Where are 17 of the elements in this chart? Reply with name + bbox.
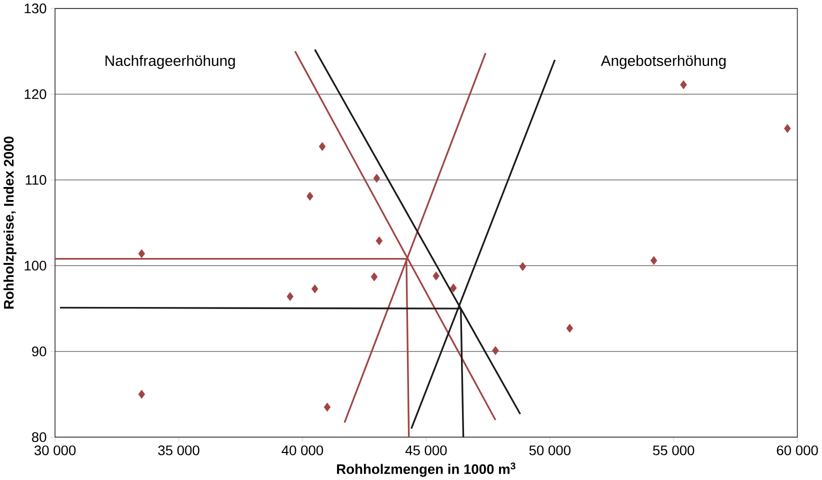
y-tick-label: 130 xyxy=(24,3,46,14)
annotation: Angebotserhöhung xyxy=(600,54,726,69)
y-tick-label: 80 xyxy=(32,432,46,442)
y-tick-label: 110 xyxy=(26,174,46,185)
annotation: Nachfrageerhöhung xyxy=(106,54,235,69)
x-tick-label: 30 000 xyxy=(34,445,76,456)
y-tick-label: 100 xyxy=(24,260,46,270)
x-tick-label: 55 000 xyxy=(653,445,694,456)
x-tick-label: 50 000 xyxy=(529,445,570,456)
x-tick-label: 35 000 xyxy=(158,445,200,456)
x-tick-label: 60 000 xyxy=(776,445,818,456)
y-tick-label: 90 xyxy=(32,346,46,356)
x-axis-title: Rohholzmengen in 1000 m$^{3}$ xyxy=(337,462,516,477)
y-tick-label: 120 xyxy=(24,89,46,99)
x-tick-label: 40 000 xyxy=(282,445,324,456)
y-axis-title: Rohholzpreise, Index 2000 xyxy=(4,136,16,308)
x-tick-label: 45 000 xyxy=(405,445,447,456)
